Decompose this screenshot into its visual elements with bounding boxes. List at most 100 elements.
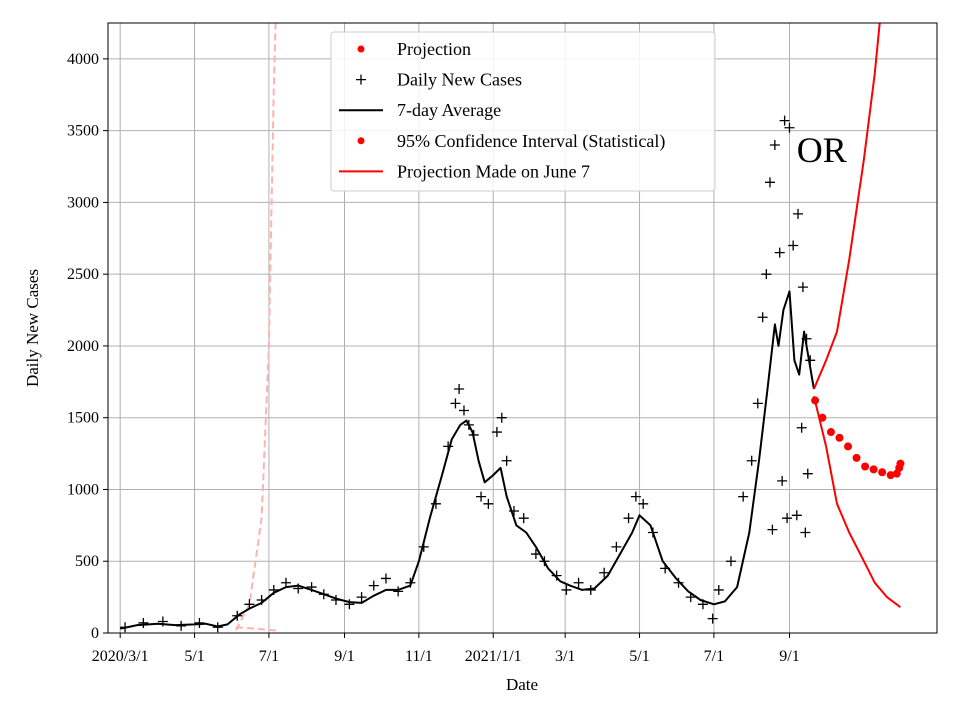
legend-item-7-day-average: 7-day Average	[339, 100, 501, 120]
daily-case-point	[685, 592, 696, 603]
daily-case-point	[796, 422, 807, 433]
annotations: OR	[797, 130, 847, 170]
daily-case-point	[638, 498, 649, 509]
daily-case-point	[268, 584, 279, 595]
daily-case-point	[611, 541, 622, 552]
projection-point	[852, 453, 861, 462]
projection-point	[826, 428, 835, 437]
daily-case-point	[405, 577, 416, 588]
daily-case-point	[280, 577, 291, 588]
legend-item-projection: Projection	[357, 39, 471, 59]
daily-case-point	[443, 441, 454, 452]
x-tick-label: 9/1	[779, 648, 799, 665]
daily-case-point	[430, 498, 441, 509]
daily-case-point	[623, 513, 634, 524]
legend: Projection Daily New Cases 7-day Average 95…	[330, 31, 716, 192]
projection-made-on-june-7-lower-line	[235, 626, 280, 632]
projection-point	[818, 413, 827, 422]
daily-case-point	[551, 570, 562, 581]
daily-case-point	[212, 622, 223, 633]
y-tick-label: 500	[75, 553, 99, 570]
daily-case-point	[120, 622, 131, 633]
daily-case-point	[797, 282, 808, 293]
daily-case-point	[157, 616, 168, 627]
daily-case-point	[194, 617, 205, 628]
y-tick-label: 2500	[67, 266, 99, 283]
daily-case-point	[501, 455, 512, 466]
projection-point	[886, 471, 895, 480]
y-tick-label: 1000	[67, 481, 99, 498]
daily-case-point	[518, 513, 529, 524]
daily-case-point	[793, 208, 804, 219]
projection-point	[861, 462, 870, 471]
daily-case-point	[769, 140, 780, 150]
daily-new-cases-markers	[120, 115, 816, 633]
daily-case-point	[244, 599, 255, 610]
95-confidence-interval-statistical-upper-line	[812, 23, 881, 390]
y-axis-label: Daily New Cases	[23, 269, 42, 387]
daily-case-point	[746, 455, 757, 466]
daily-case-point	[539, 556, 550, 567]
projection-made-on-june-7-upper-line	[235, 23, 277, 631]
daily-case-point	[418, 541, 429, 552]
legend-label: Daily New Cases	[397, 70, 522, 90]
daily-case-point	[599, 567, 610, 578]
daily-case-point	[782, 513, 793, 524]
daily-case-point	[777, 475, 788, 486]
daily-case-point	[491, 427, 502, 438]
daily-case-point	[530, 549, 541, 560]
x-tick-label: 3/1	[555, 648, 575, 665]
95-confidence-interval-statistical-lower-line	[812, 395, 902, 608]
x-tick-label: 5/1	[629, 648, 649, 665]
daily-case-point	[356, 592, 367, 603]
daily-case-point	[801, 333, 812, 344]
daily-case-point	[256, 594, 267, 605]
daily-case-point	[713, 584, 724, 595]
daily-case-point	[368, 580, 379, 591]
projection-point	[878, 468, 887, 477]
daily-case-point	[767, 524, 778, 535]
daily-case-point	[738, 491, 749, 502]
y-tick-label: 3000	[67, 194, 99, 211]
y-tick-label: 4000	[67, 51, 99, 68]
legend-box	[330, 31, 716, 192]
daily-case-point	[176, 620, 187, 631]
daily-case-point	[779, 115, 790, 126]
projection-point	[811, 396, 820, 405]
legend-label: Projection Made on June 7	[397, 161, 590, 181]
legend-item-projection-made-on-june-7: Projection Made on June 7	[339, 161, 590, 181]
daily-case-point	[761, 269, 772, 280]
projection-point	[896, 459, 905, 468]
legend-label: 95% Confidence Interval (Statistical)	[397, 131, 665, 152]
daily-case-point	[393, 586, 404, 597]
daily-case-point	[468, 429, 479, 440]
daily-case-point	[380, 573, 391, 584]
daily-case-point	[752, 398, 763, 409]
x-tick-label: 9/1	[334, 648, 354, 665]
x-axis-label: Date	[506, 675, 538, 694]
x-tick-label: 7/1	[259, 648, 279, 665]
daily-case-point	[344, 599, 355, 610]
legend-marker	[357, 45, 365, 53]
legend-marker	[357, 137, 365, 145]
legend-item-95-confidence-interval-statistical: 95% Confidence Interval (Statistical)	[357, 131, 665, 152]
daily-case-point	[788, 240, 799, 251]
y-axis: 0 500 1000 1500 2000 2500 3000 3500 4000	[67, 51, 108, 642]
plot-frame	[107, 22, 938, 634]
daily-case-point	[764, 177, 775, 188]
x-tick-label: 11/1	[405, 648, 433, 665]
daily-case-point	[707, 613, 718, 624]
daily-case-point	[805, 355, 816, 366]
daily-case-point	[508, 506, 519, 516]
daily-case-point	[573, 577, 584, 588]
daily-case-point	[757, 312, 768, 323]
projection-markers	[811, 396, 905, 480]
projection-point	[869, 465, 878, 474]
daily-case-point	[318, 589, 329, 600]
x-tick-label: 5/1	[184, 648, 204, 665]
legend-marker	[356, 74, 366, 85]
daily-case-point	[791, 510, 802, 521]
daily-case-point	[450, 398, 461, 409]
annotation-or: OR	[797, 130, 847, 170]
